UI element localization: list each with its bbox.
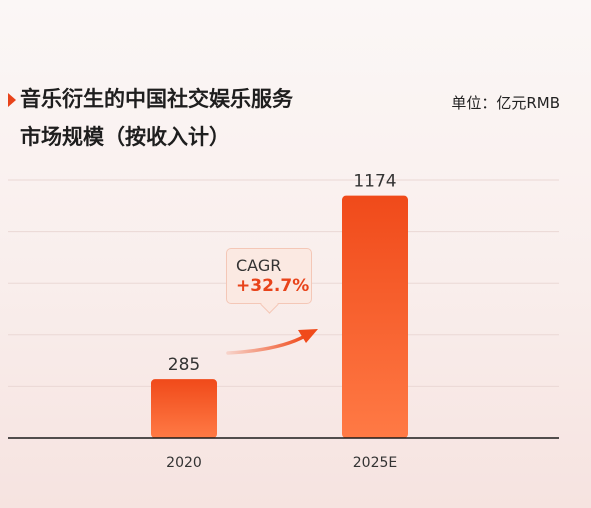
gridlines: [8, 179, 559, 387]
chart-title-line-2: 市场规模（按收入计）: [20, 125, 230, 149]
title-marker-icon: [8, 93, 16, 107]
cagr-callout: CAGR +32.7%: [226, 248, 312, 304]
unit-label: 单位：亿元RMB: [451, 94, 560, 112]
x-tick-label: 2025E: [353, 455, 397, 471]
growth-arrow: [226, 334, 307, 355]
bar-2025E: [342, 195, 408, 438]
value-label: 285: [168, 355, 200, 375]
x-tick-label: 2020: [166, 455, 202, 471]
chart-title-line-1: 音乐衍生的中国社交娱乐服务: [20, 87, 293, 111]
bar-2020: [151, 379, 217, 438]
growth-arrow-head-icon: [298, 329, 318, 343]
cagr-label: CAGR: [236, 256, 282, 275]
cagr-value: +32.7%: [236, 276, 310, 296]
value-label: 1174: [353, 172, 396, 192]
